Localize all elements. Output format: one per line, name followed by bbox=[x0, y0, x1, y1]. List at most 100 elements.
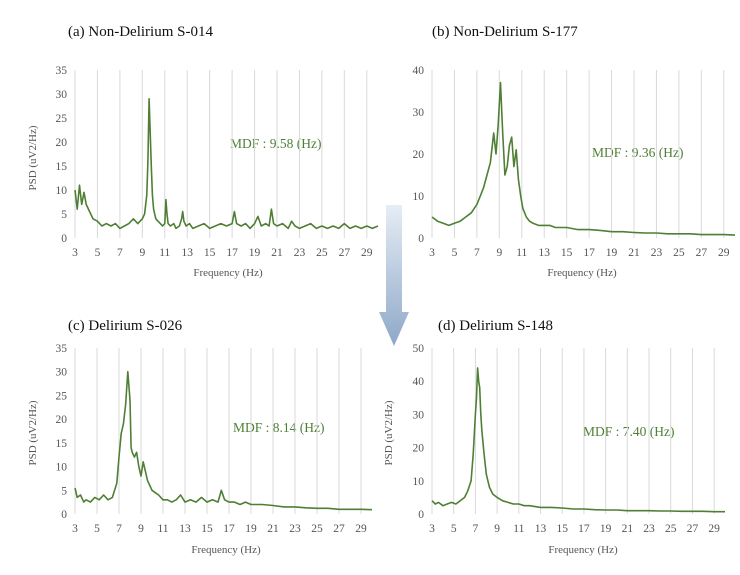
x-tick-label: 13 bbox=[181, 247, 193, 259]
x-tick-label: 7 bbox=[117, 247, 123, 259]
y-tick-label: 10 bbox=[56, 462, 68, 474]
x-tick-label: 7 bbox=[473, 523, 479, 535]
y-tick-label: 25 bbox=[56, 113, 68, 125]
chart-title: (a) Non-Delirium S-014 bbox=[68, 24, 213, 40]
x-tick-label: 27 bbox=[687, 523, 699, 535]
x-tick-label: 5 bbox=[452, 247, 458, 259]
psd-series-line bbox=[431, 367, 725, 513]
x-tick-label: 9 bbox=[138, 523, 144, 535]
x-tick-label: 27 bbox=[339, 247, 351, 259]
x-tick-label: 9 bbox=[139, 247, 145, 259]
x-tick-label: 19 bbox=[249, 247, 261, 259]
y-tick-label: 20 bbox=[56, 137, 68, 149]
x-tick-label: 9 bbox=[494, 523, 500, 535]
y-tick-label: 40 bbox=[413, 376, 425, 388]
x-axis-label: Frequency (Hz) bbox=[193, 267, 263, 279]
x-tick-label: 23 bbox=[651, 247, 663, 259]
x-tick-label: 17 bbox=[578, 523, 590, 535]
x-tick-label: 21 bbox=[267, 523, 279, 535]
x-tick-label: 19 bbox=[245, 523, 257, 535]
x-tick-label: 7 bbox=[116, 523, 122, 535]
y-tick-label: 50 bbox=[413, 343, 425, 355]
x-tick-label: 11 bbox=[159, 247, 170, 259]
x-axis-label: Frequency (Hz) bbox=[191, 544, 261, 556]
x-tick-label: 25 bbox=[316, 247, 328, 259]
y-tick-label: 20 bbox=[413, 443, 425, 455]
chart-title: (c) Delirium S-026 bbox=[68, 318, 183, 334]
chart-title: (b) Non-Delirium S-177 bbox=[432, 24, 578, 40]
x-axis-label: Frequency (Hz) bbox=[547, 267, 617, 279]
y-tick-label: 0 bbox=[61, 233, 67, 245]
mdf-annotation: MDF : 7.40 (Hz) bbox=[583, 424, 675, 439]
x-tick-label: 21 bbox=[628, 247, 640, 259]
y-tick-label: 30 bbox=[413, 107, 425, 119]
y-tick-label: 10 bbox=[413, 191, 425, 203]
x-tick-label: 11 bbox=[516, 247, 527, 259]
x-tick-label: 5 bbox=[94, 523, 100, 535]
x-tick-label: 17 bbox=[226, 247, 238, 259]
x-tick-label: 25 bbox=[673, 247, 685, 259]
y-tick-label: 0 bbox=[418, 233, 424, 245]
y-axis-label: PSD (uV2/Hz) bbox=[27, 125, 39, 190]
x-tick-label: 23 bbox=[289, 523, 301, 535]
mdf-annotation: MDF : 9.58 (Hz) bbox=[230, 136, 322, 151]
x-tick-label: 15 bbox=[561, 247, 573, 259]
x-tick-label: 15 bbox=[204, 247, 216, 259]
x-tick-label: 29 bbox=[718, 247, 730, 259]
y-tick-label: 20 bbox=[413, 149, 425, 161]
x-tick-label: 5 bbox=[451, 523, 457, 535]
x-tick-label: 29 bbox=[355, 523, 367, 535]
x-tick-label: 17 bbox=[583, 247, 595, 259]
y-tick-label: 0 bbox=[418, 509, 424, 521]
x-tick-label: 29 bbox=[361, 247, 373, 259]
x-tick-label: 9 bbox=[496, 247, 502, 259]
x-tick-label: 11 bbox=[513, 523, 524, 535]
y-tick-label: 30 bbox=[413, 409, 425, 421]
x-tick-label: 27 bbox=[333, 523, 345, 535]
y-tick-label: 15 bbox=[56, 161, 68, 173]
psd-series-line bbox=[74, 98, 379, 230]
x-tick-label: 17 bbox=[223, 523, 235, 535]
x-tick-label: 21 bbox=[622, 523, 634, 535]
x-tick-label: 15 bbox=[556, 523, 568, 535]
x-tick-label: 21 bbox=[271, 247, 283, 259]
x-tick-label: 11 bbox=[157, 523, 168, 535]
y-tick-label: 35 bbox=[56, 343, 68, 355]
y-axis-label: PSD (uV2/Hz) bbox=[383, 400, 395, 465]
chart-title: (d) Delirium S-148 bbox=[438, 318, 553, 334]
x-tick-label: 3 bbox=[72, 523, 78, 535]
x-tick-label: 13 bbox=[535, 523, 547, 535]
y-tick-label: 15 bbox=[56, 438, 68, 450]
y-tick-label: 25 bbox=[56, 390, 68, 402]
chart-panel-a: (a) Non-Delirium S-014 PSD (uV2/Hz) Freq… bbox=[27, 24, 379, 279]
y-tick-label: 20 bbox=[56, 414, 68, 426]
x-tick-label: 19 bbox=[600, 523, 612, 535]
chart-panel-d: (d) Delirium S-148 PSD (uV2/Hz) Frequenc… bbox=[383, 318, 725, 556]
x-tick-label: 25 bbox=[665, 523, 677, 535]
y-tick-label: 0 bbox=[61, 509, 67, 521]
x-axis-label: Frequency (Hz) bbox=[548, 544, 618, 556]
x-tick-label: 23 bbox=[643, 523, 655, 535]
x-tick-label: 23 bbox=[294, 247, 306, 259]
x-tick-label: 3 bbox=[72, 247, 78, 259]
y-tick-label: 10 bbox=[413, 476, 425, 488]
y-tick-label: 5 bbox=[61, 209, 67, 221]
psd-series-line bbox=[431, 81, 736, 236]
y-tick-label: 30 bbox=[56, 367, 68, 379]
x-tick-label: 29 bbox=[708, 523, 720, 535]
y-tick-label: 30 bbox=[56, 89, 68, 101]
x-tick-label: 3 bbox=[429, 523, 435, 535]
psd-series-line bbox=[74, 370, 373, 511]
y-tick-label: 5 bbox=[61, 485, 67, 497]
y-tick-label: 40 bbox=[413, 65, 425, 77]
mdf-annotation: MDF : 9.36 (Hz) bbox=[592, 145, 684, 160]
x-tick-label: 25 bbox=[311, 523, 323, 535]
x-tick-label: 15 bbox=[201, 523, 213, 535]
x-tick-label: 7 bbox=[474, 247, 480, 259]
chart-panel-c: (c) Delirium S-026 PSD (uV2/Hz) Frequenc… bbox=[27, 318, 373, 556]
y-axis-label: PSD (uV2/Hz) bbox=[27, 400, 39, 465]
chart-panel-b: (b) Non-Delirium S-177 Frequency (Hz) MD… bbox=[413, 24, 736, 279]
x-tick-label: 27 bbox=[696, 247, 708, 259]
x-tick-label: 13 bbox=[538, 247, 550, 259]
